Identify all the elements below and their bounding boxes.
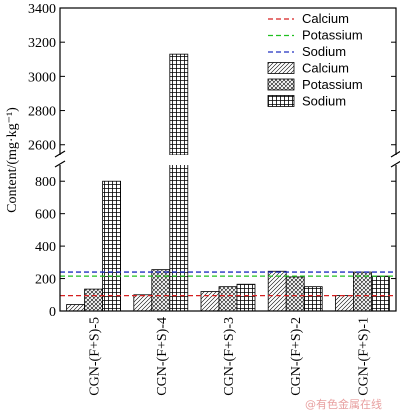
x-category-label: CGN-(F+S)-5 bbox=[88, 317, 103, 396]
x-category-label: CGN-(F+S)-2 bbox=[289, 317, 304, 396]
legend-bar-swatch bbox=[267, 78, 295, 91]
bars-group bbox=[66, 53, 390, 312]
y-tick-label: 2600 bbox=[28, 139, 56, 154]
bar-sodium-3 bbox=[236, 283, 256, 312]
y-tick-label: 200 bbox=[35, 273, 56, 288]
legend-label: Calcium bbox=[302, 11, 349, 26]
legend-label: Potassium bbox=[302, 77, 363, 92]
legend-bar-swatch bbox=[267, 95, 295, 107]
bar-sodium-5 bbox=[370, 275, 390, 312]
axis-break-mark bbox=[390, 160, 400, 168]
y-tick-label: 600 bbox=[35, 208, 56, 223]
bar-sodium-2-upper bbox=[169, 53, 189, 156]
bar-sodium-4 bbox=[303, 286, 323, 312]
axes bbox=[54, 7, 400, 312]
legend-label: Potassium bbox=[302, 28, 363, 43]
legend: CalciumPotassiumSodiumCalciumPotassiumSo… bbox=[267, 11, 363, 109]
x-category-label: CGN-(F+S)-1 bbox=[356, 317, 371, 396]
bar-calcium-2 bbox=[133, 294, 153, 312]
bar-calcium-5 bbox=[334, 295, 354, 312]
axis-break-mark bbox=[54, 150, 66, 158]
bar-potassium-5 bbox=[352, 271, 372, 312]
bar-calcium-3 bbox=[200, 291, 220, 312]
legend-label: Calcium bbox=[302, 61, 349, 76]
bar-calcium-4 bbox=[267, 270, 287, 312]
y-tick-label: 400 bbox=[35, 240, 56, 255]
y-tick-label: 800 bbox=[35, 175, 56, 190]
bar-potassium-1 bbox=[84, 288, 103, 312]
y-tick-label: 3400 bbox=[28, 2, 56, 17]
legend-label: Sodium bbox=[302, 94, 346, 109]
y-axis-label: Content/(mg·kg⁻¹) bbox=[5, 107, 20, 213]
y-tick-label: 2800 bbox=[28, 105, 56, 120]
bar-sodium-2-lower bbox=[169, 160, 189, 312]
x-categories: CGN-(F+S)-5 CGN-(F+S)-4 CGN-(F+S)-3 CGN-(F+… bbox=[88, 317, 372, 396]
y-tick-label: 0 bbox=[49, 305, 56, 320]
bar-potassium-4 bbox=[285, 276, 305, 312]
watermark: @有色金属在线 bbox=[305, 397, 382, 411]
y-tick-label: 3000 bbox=[28, 70, 56, 85]
legend-bar-swatch bbox=[267, 62, 295, 74]
bar-potassium-3 bbox=[218, 286, 238, 312]
axis-break-mark bbox=[54, 160, 66, 168]
bar-calcium-1 bbox=[66, 304, 85, 312]
x-category-label: CGN-(F+S)-3 bbox=[222, 317, 237, 396]
legend-label: Sodium bbox=[302, 44, 346, 59]
x-category-label: CGN-(F+S)-4 bbox=[155, 317, 170, 396]
axis-break-gap bbox=[54, 155, 400, 165]
y-ticks: 0 200 400 600 800 2600 2800 3000 3200 3400 bbox=[28, 2, 396, 320]
reference-lines bbox=[60, 271, 396, 297]
bar-sodium-1 bbox=[102, 180, 121, 312]
axis-break-mark bbox=[390, 150, 400, 158]
y-tick-label: 3200 bbox=[28, 36, 56, 51]
